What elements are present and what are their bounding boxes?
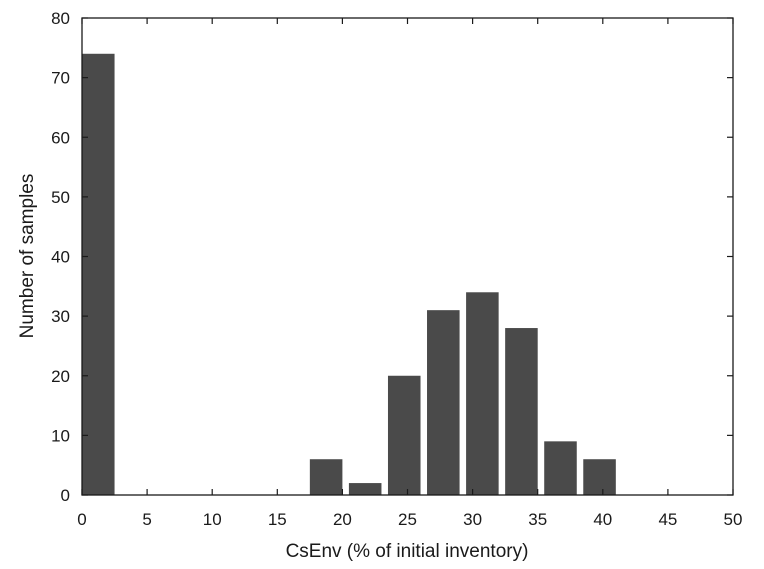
- x-tick-label-0: 0: [77, 510, 86, 529]
- x-axis-title: CsEnv (% of initial inventory): [286, 541, 529, 562]
- bar-3: [387, 375, 421, 495]
- bars-group: [82, 53, 616, 496]
- y-tick-label-7: 70: [51, 69, 70, 88]
- bar-7: [544, 441, 577, 495]
- x-tick-label-3: 15: [268, 510, 287, 529]
- y-tick-label-3: 30: [51, 307, 70, 326]
- x-tick-label-1: 5: [142, 510, 151, 529]
- y-tick-label-5: 50: [51, 188, 70, 207]
- y-tick-label-8: 80: [51, 9, 70, 28]
- y-tick-label-4: 40: [51, 248, 70, 267]
- x-ticks-group: 0 5 10 15 20 25 30 35 40 45 50: [77, 18, 742, 529]
- bar-4: [427, 310, 460, 495]
- x-tick-label-5: 25: [398, 510, 417, 529]
- x-tick-label-7: 35: [528, 510, 547, 529]
- bar-5: [466, 292, 499, 495]
- x-tick-label-9: 45: [658, 510, 677, 529]
- y-tick-label-0: 0: [61, 486, 70, 505]
- bar-1: [309, 459, 343, 495]
- x-tick-label-6: 30: [463, 510, 482, 529]
- bar-6: [505, 328, 538, 495]
- bar-2: [348, 483, 382, 495]
- x-tick-label-2: 10: [203, 510, 222, 529]
- x-tick-label-8: 40: [593, 510, 612, 529]
- y-axis-title: Number of samples: [17, 174, 38, 339]
- x-tick-label-4: 20: [333, 510, 352, 529]
- x-tick-label-10: 50: [724, 510, 743, 529]
- y-tick-label-1: 10: [51, 426, 70, 445]
- y-ticks-group: 0 10 20 30 40 50 60 70 80: [51, 9, 733, 505]
- y-tick-label-6: 60: [51, 128, 70, 147]
- bar-8: [583, 459, 616, 495]
- y-tick-label-2: 20: [51, 367, 70, 386]
- bar-0: [82, 53, 115, 496]
